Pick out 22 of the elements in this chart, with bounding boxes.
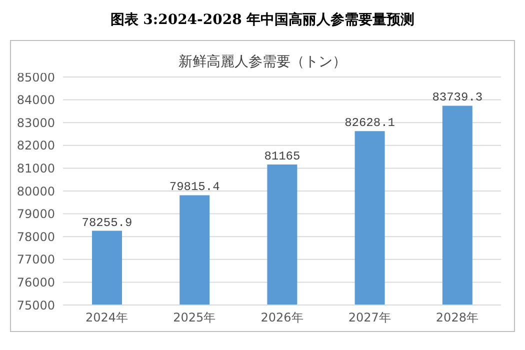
- y-tick-label: 81000: [16, 161, 55, 176]
- y-tick-label: 79000: [16, 207, 55, 222]
- data-label: 79815.4: [169, 180, 220, 194]
- y-tick-label: 80000: [16, 184, 55, 198]
- data-label: 78255.9: [82, 216, 132, 230]
- x-tick-label: 2024年: [86, 310, 128, 325]
- x-tick-label: 2027年: [348, 310, 391, 325]
- x-tick-label: 2025年: [173, 310, 216, 325]
- y-tick-label: 78000: [16, 230, 55, 244]
- chart-subtitle: 新鲜高麗人参需要（トン）: [178, 54, 346, 70]
- x-tick-label: 2028年: [436, 310, 478, 325]
- y-tick-label: 82000: [16, 138, 55, 153]
- y-tick-label: 77000: [16, 252, 55, 267]
- x-tick-label: 2026年: [260, 310, 304, 325]
- y-tick-label: 75000: [16, 298, 55, 312]
- data-label: 81165: [264, 149, 300, 164]
- y-tick-label: 76000: [16, 275, 55, 290]
- y-tick-label: 83000: [16, 116, 55, 130]
- data-label: 83739.3: [432, 90, 483, 105]
- chart-title: 图表 3:2024-2028 年中国高丽人参需要量预测: [109, 10, 416, 30]
- data-label: 82628.1: [344, 116, 396, 130]
- y-tick-label: 84000: [16, 93, 55, 108]
